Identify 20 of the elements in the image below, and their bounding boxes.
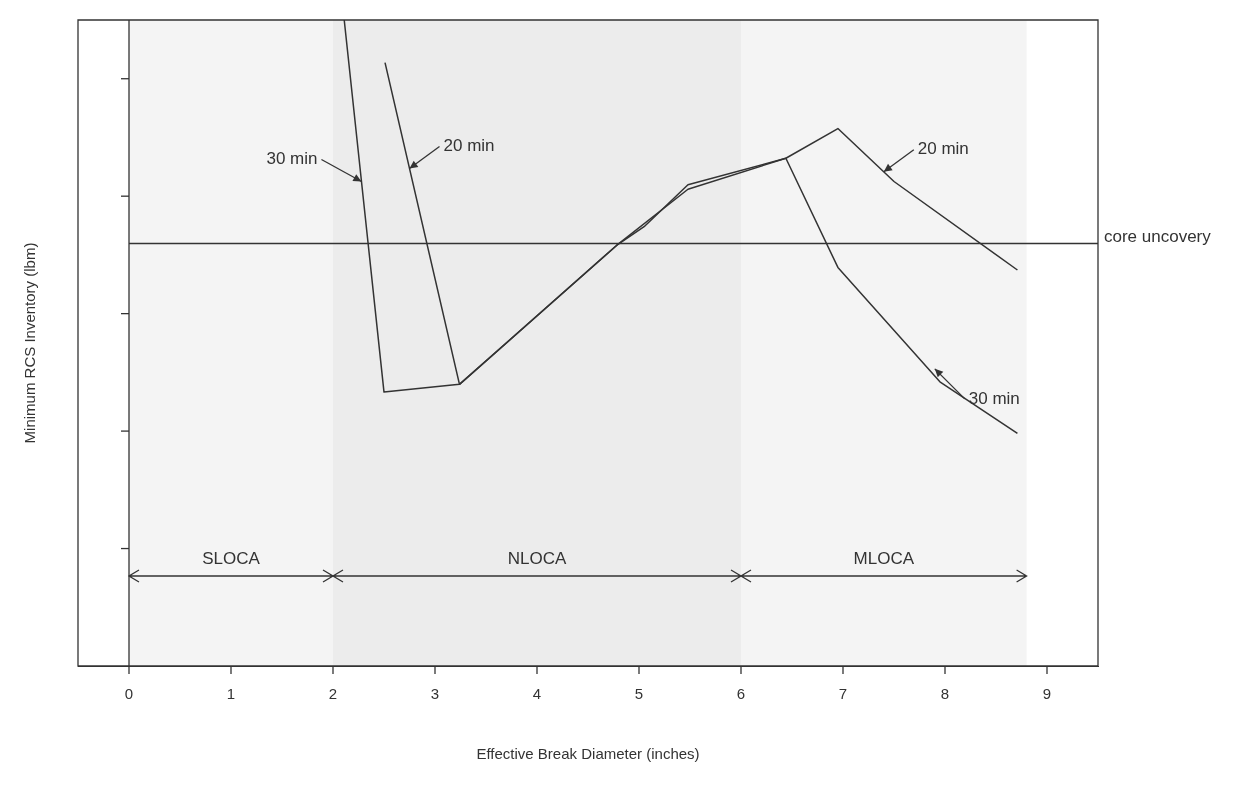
band-label: SLOCA bbox=[202, 548, 261, 568]
x-tick-label: 7 bbox=[838, 685, 848, 703]
x-tick-label: 4 bbox=[532, 685, 542, 703]
band-label: NLOCA bbox=[507, 548, 567, 568]
x-tick-label: 2 bbox=[328, 685, 338, 703]
annotation: 20 min bbox=[443, 136, 495, 156]
x-axis-title: Effective Break Diameter (inches) bbox=[476, 745, 700, 763]
x-tick-label: 9 bbox=[1042, 685, 1052, 703]
y-axis-title: Minimum RCS Inventory (lbm) bbox=[21, 242, 39, 444]
x-tick-label: 1 bbox=[226, 685, 236, 703]
x-tick-label: 5 bbox=[634, 685, 644, 703]
annotation: 30 min bbox=[968, 388, 1020, 408]
band-label: MLOCA bbox=[853, 548, 915, 568]
x-tick-label: 3 bbox=[430, 685, 440, 703]
ref-line-label: core uncovery bbox=[1104, 227, 1212, 247]
x-tick-label: 8 bbox=[940, 685, 950, 703]
annotation: 30 min bbox=[266, 149, 318, 169]
annotation: 20 min bbox=[917, 139, 969, 159]
x-tick-label: 6 bbox=[736, 685, 746, 703]
x-tick-label: 0 bbox=[124, 685, 134, 703]
